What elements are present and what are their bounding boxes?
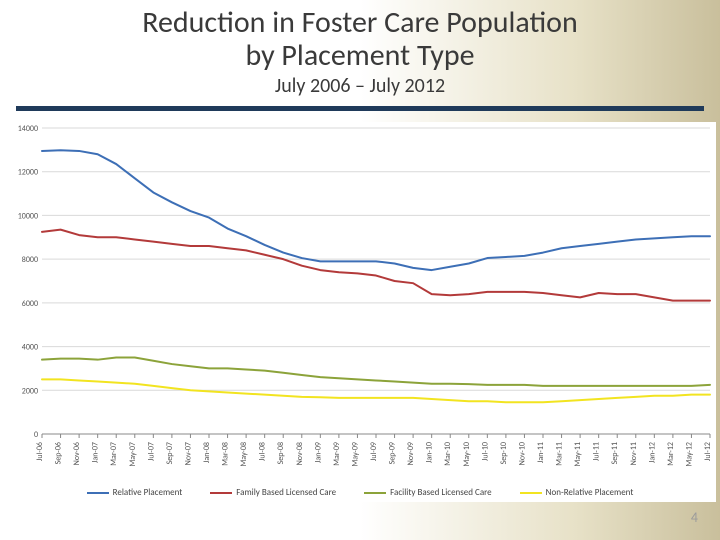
legend-item: Family Based Licensed Care (210, 487, 336, 498)
svg-text:May-07: May-07 (128, 442, 138, 467)
svg-text:May-11: May-11 (573, 442, 583, 467)
page-number: 4 (691, 509, 698, 526)
svg-text:Jan-11: Jan-11 (536, 442, 546, 463)
svg-text:12000: 12000 (18, 168, 38, 178)
svg-text:Mar-11: Mar-11 (555, 442, 565, 466)
slide: Reduction in Foster Care Population by P… (0, 0, 720, 540)
svg-text:Jul-10: Jul-10 (480, 442, 490, 461)
svg-text:10000: 10000 (18, 211, 38, 221)
subtitle: July 2006 – July 2012 (0, 74, 720, 98)
svg-text:Jan-12: Jan-12 (647, 442, 657, 463)
svg-text:Jul-06: Jul-06 (35, 442, 45, 461)
svg-text:Nov-06: Nov-06 (72, 442, 82, 465)
svg-text:Sep-09: Sep-09 (388, 442, 398, 464)
legend: Relative Placement Family Based Licensed … (4, 487, 716, 498)
svg-text:Jan-09: Jan-09 (313, 442, 323, 463)
svg-text:Mar-12: Mar-12 (666, 442, 676, 466)
legend-item: Non-Relative Placement (520, 487, 634, 498)
svg-text:Sep-08: Sep-08 (276, 442, 286, 464)
title-line-1: Reduction in Foster Care Population (0, 6, 720, 39)
svg-text:0: 0 (34, 430, 38, 440)
svg-text:Sep-10: Sep-10 (499, 442, 509, 464)
horizontal-rule (16, 106, 704, 111)
svg-text:6000: 6000 (22, 299, 38, 309)
svg-text:2000: 2000 (22, 386, 38, 396)
svg-text:Jan-07: Jan-07 (91, 442, 101, 463)
svg-text:Nov-09: Nov-09 (406, 442, 416, 465)
svg-text:May-12: May-12 (684, 442, 694, 467)
svg-text:Jul-08: Jul-08 (258, 442, 268, 461)
svg-text:Nov-07: Nov-07 (183, 442, 193, 465)
svg-text:Nov-08: Nov-08 (295, 442, 305, 465)
svg-text:4000: 4000 (22, 343, 38, 353)
svg-text:Sep-07: Sep-07 (165, 442, 175, 464)
legend-label: Non-Relative Placement (546, 487, 634, 498)
svg-text:Mar-09: Mar-09 (332, 442, 342, 466)
svg-text:Jul-11: Jul-11 (592, 442, 602, 461)
svg-text:May-09: May-09 (350, 442, 360, 467)
svg-text:Nov-10: Nov-10 (517, 442, 527, 465)
title-line-2: by Placement Type (0, 39, 720, 72)
svg-text:Sep-06: Sep-06 (54, 442, 64, 464)
svg-text:Sep-11: Sep-11 (610, 442, 620, 464)
svg-text:8000: 8000 (22, 255, 38, 265)
line-chart: 0 2000 4000 6000 8000 10000 12000 14000 Jul-06 Se… (4, 122, 716, 502)
svg-text:Jul-12: Jul-12 (703, 442, 713, 461)
legend-label: Relative Placement (113, 487, 183, 498)
svg-text:Nov-11: Nov-11 (629, 442, 639, 465)
legend-swatch (364, 492, 386, 494)
svg-text:14000: 14000 (18, 124, 38, 134)
svg-text:Jan-08: Jan-08 (202, 442, 212, 463)
svg-text:May-10: May-10 (462, 442, 472, 467)
legend-item: Facility Based Licensed Care (364, 487, 492, 498)
svg-text:Mar-07: Mar-07 (109, 442, 119, 466)
legend-swatch (210, 492, 232, 494)
legend-label: Family Based Licensed Care (236, 487, 336, 498)
svg-text:Mar-08: Mar-08 (221, 442, 231, 466)
svg-text:Jul-09: Jul-09 (369, 442, 379, 461)
legend-label: Facility Based Licensed Care (390, 487, 492, 498)
svg-text:May-08: May-08 (239, 442, 249, 467)
legend-item: Relative Placement (87, 487, 183, 498)
legend-swatch (87, 492, 109, 494)
svg-text:Jan-10: Jan-10 (425, 442, 435, 463)
svg-text:Mar-10: Mar-10 (443, 442, 453, 466)
svg-text:Jul-07: Jul-07 (146, 442, 156, 461)
title-block: Reduction in Foster Care Population by P… (0, 0, 720, 98)
legend-swatch (520, 492, 542, 494)
chart-container: 0 2000 4000 6000 8000 10000 12000 14000 Jul-06 Se… (4, 122, 716, 502)
